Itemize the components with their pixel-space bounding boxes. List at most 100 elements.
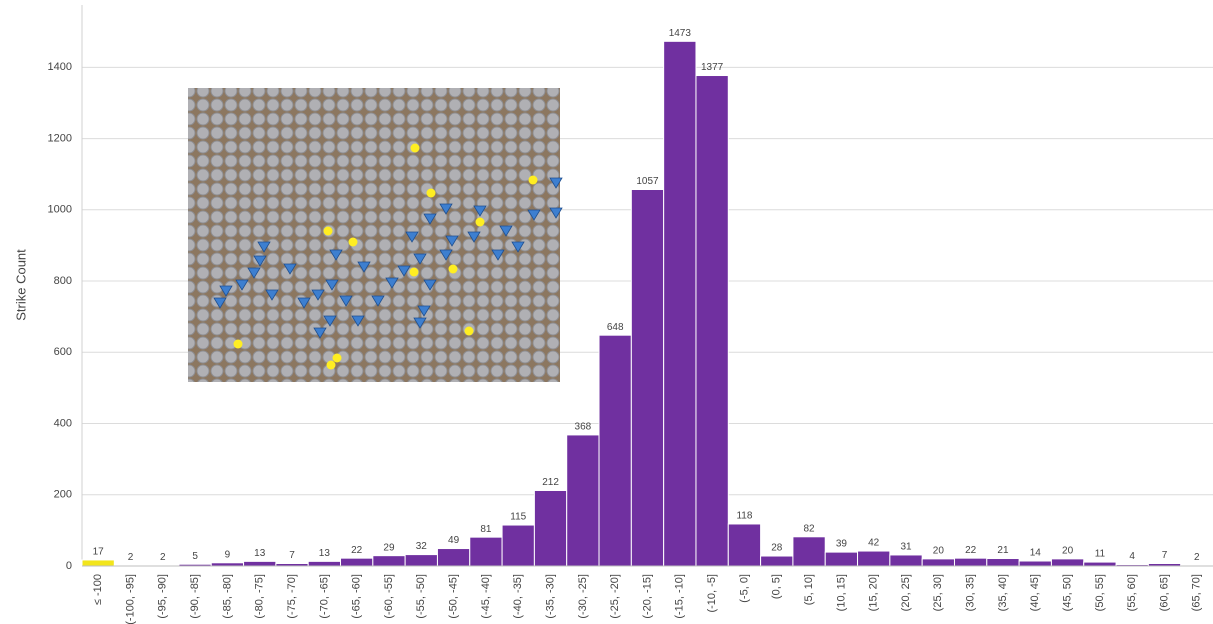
bar: [244, 561, 276, 566]
x-tick-label: (10, 15]: [835, 574, 847, 611]
y-tick-label: 1200: [48, 132, 72, 144]
x-tick-label: (-70, -65]: [318, 574, 330, 619]
bar: [470, 537, 502, 566]
data-label: 82: [804, 523, 816, 534]
bar: [341, 558, 373, 566]
data-label: 42: [868, 538, 880, 549]
bar: [82, 560, 114, 566]
bar: [1019, 561, 1051, 566]
x-tick-label: (-55, -50]: [415, 574, 427, 619]
x-tick-label: (-20, -15]: [641, 574, 653, 619]
bar: [373, 556, 405, 566]
data-label: 9: [225, 549, 231, 560]
x-tick-label: (25, 30]: [932, 574, 944, 611]
bar: [502, 525, 534, 566]
data-label: 14: [1030, 548, 1042, 559]
data-label: 4: [1129, 551, 1135, 562]
data-label: 7: [289, 550, 295, 561]
x-tick-label: (-10, -5]: [706, 574, 718, 613]
x-tick-label: (5, 10]: [803, 574, 815, 605]
x-tick-label: (-45, -40]: [480, 574, 492, 619]
data-label: 2: [160, 552, 166, 563]
data-label: 28: [771, 543, 783, 554]
data-label: 5: [192, 551, 198, 562]
bar: [308, 561, 340, 566]
data-label: 17: [93, 547, 105, 558]
x-tick-label: (-35, -30]: [544, 574, 556, 619]
data-label: 1473: [669, 28, 692, 39]
data-label: 11: [1095, 549, 1106, 560]
data-label: 39: [836, 539, 848, 550]
y-tick-label: 1000: [48, 204, 72, 216]
bar: [534, 490, 566, 566]
x-tick-label: ≤ -100: [92, 574, 104, 605]
x-tick-label: (15, 20]: [868, 574, 880, 611]
bar: [696, 76, 728, 566]
x-tick-label: (-25, -20]: [609, 574, 621, 619]
data-label: 31: [900, 542, 912, 553]
y-tick-label: 1400: [48, 61, 72, 73]
data-label: 648: [607, 322, 624, 333]
bar: [1084, 562, 1116, 566]
data-label: 1057: [636, 176, 659, 187]
y-tick-label: 800: [54, 275, 72, 287]
x-tick-label: (-75, -70]: [286, 574, 298, 619]
bar: [567, 435, 599, 566]
x-tick-label: (0, 5]: [771, 574, 783, 599]
bar: [793, 537, 825, 566]
y-tick-label: 0: [66, 560, 72, 572]
data-label: 21: [997, 545, 1009, 556]
x-tick-label: (-80, -75]: [254, 574, 266, 619]
data-label: 81: [480, 524, 492, 535]
data-label: 1377: [701, 62, 724, 73]
x-tick-label: (-5, 0]: [738, 574, 750, 603]
x-tick-label: (-50, -45]: [448, 574, 460, 619]
data-label: 2: [128, 552, 134, 563]
data-label: 2: [1194, 552, 1200, 563]
x-tick-label: (45, 50]: [1061, 574, 1073, 611]
data-label: 13: [254, 548, 266, 559]
bar: [405, 555, 437, 566]
x-tick-label: (-30, -25]: [577, 574, 589, 619]
data-label: 368: [575, 422, 592, 433]
x-tick-label: (-95, -90]: [157, 574, 169, 619]
bar: [890, 555, 922, 566]
x-tick-label: (65, 70]: [1191, 574, 1203, 611]
data-label: 13: [319, 548, 331, 559]
inset-photo: [188, 88, 562, 382]
bar: [599, 335, 631, 566]
x-tick-label: (55, 60]: [1126, 574, 1138, 611]
bar: [664, 41, 696, 566]
y-tick-label: 600: [54, 346, 72, 358]
x-tick-label: (60, 65]: [1158, 574, 1170, 611]
x-tick-label: (-15, -10]: [674, 574, 686, 619]
data-label: 118: [736, 511, 752, 522]
x-tick-label: (-90, -85]: [189, 574, 201, 619]
x-tick-label: (30, 35]: [965, 574, 977, 611]
x-tick-label: (50, 55]: [1094, 574, 1106, 611]
y-tick-label: 400: [54, 417, 72, 429]
x-tick-label: (35, 40]: [997, 574, 1009, 611]
data-label: 20: [933, 546, 945, 557]
x-tick-label: (-65, -60]: [351, 574, 363, 619]
y-axis-label: Strike Count: [13, 249, 28, 321]
chart: Strike Count 0 200 400 600 800 1000 1200 1400 17…: [0, 0, 1213, 624]
x-tick-label: (20, 25]: [900, 574, 912, 611]
data-label: 29: [383, 542, 395, 553]
y-tick-label: 200: [54, 489, 72, 501]
data-label: 212: [542, 477, 559, 488]
bar: [858, 551, 890, 566]
bar: [1051, 559, 1083, 566]
photo-background: [188, 88, 560, 382]
bar: [728, 524, 760, 566]
x-tick-label: (-100, -95]: [124, 574, 136, 624]
x-tick-label: (-60, -55]: [383, 574, 395, 619]
bar: [761, 556, 793, 566]
bar: [631, 190, 663, 566]
data-label: 49: [448, 535, 460, 546]
data-label: 20: [1062, 546, 1074, 557]
bar: [922, 559, 954, 566]
bar: [954, 558, 986, 566]
data-label: 32: [416, 541, 428, 552]
bar: [825, 552, 857, 566]
